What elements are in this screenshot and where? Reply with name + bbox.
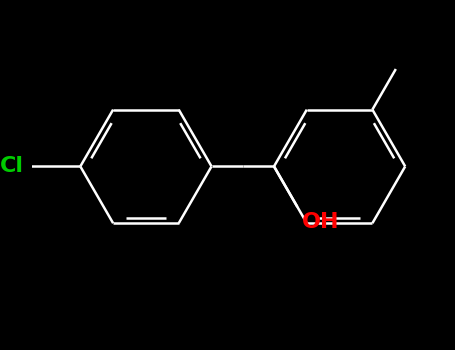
Text: Cl: Cl [0, 156, 24, 176]
Text: OH: OH [302, 212, 339, 232]
